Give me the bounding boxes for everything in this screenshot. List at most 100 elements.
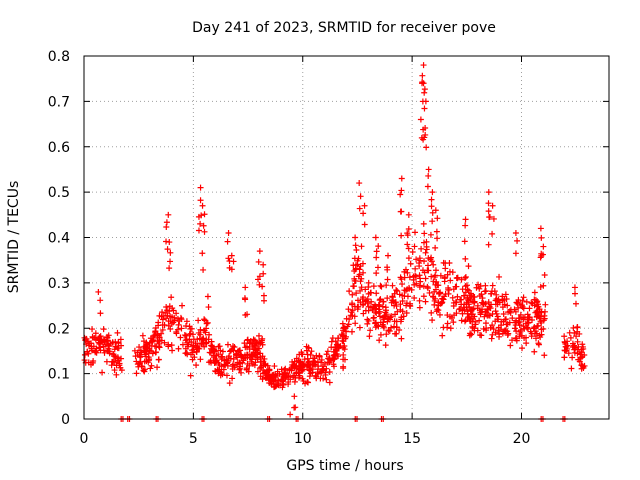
data-point [561, 339, 568, 346]
data-point [429, 317, 436, 324]
data-point [188, 325, 195, 332]
data-point [496, 299, 503, 306]
data-point [343, 328, 350, 335]
data-point [462, 216, 469, 223]
data-point [421, 105, 428, 112]
data-point [578, 362, 585, 369]
data-point [248, 358, 255, 365]
data-point [383, 282, 390, 289]
data-point [561, 333, 568, 340]
data-point [353, 290, 360, 297]
data-point [112, 338, 119, 345]
chart-title: Day 241 of 2023, SRMTID for receiver pov… [192, 20, 496, 36]
data-point [476, 317, 483, 324]
data-point [264, 362, 271, 369]
data-point [137, 354, 144, 361]
data-point [377, 331, 384, 338]
data-point [158, 313, 165, 320]
data-point [218, 354, 225, 361]
data-point [422, 249, 429, 256]
data-point [114, 329, 121, 336]
data-point [412, 229, 419, 236]
data-point [340, 332, 347, 339]
data-point [567, 334, 574, 341]
data-point [490, 215, 497, 222]
data-point [225, 255, 232, 262]
data-point [279, 380, 286, 387]
data-point [99, 369, 106, 376]
axis-ticks: 0 0.1 0.2 0.3 0.4 0.5 0.6 0.7 0.8 0 5 10 15 20 [48, 49, 609, 447]
data-point [498, 318, 505, 325]
data-point [375, 323, 382, 330]
data-point [189, 349, 196, 356]
data-point [430, 278, 437, 285]
x-tick-label: 20 [513, 431, 531, 447]
data-point [392, 299, 399, 306]
data-point [233, 352, 240, 359]
data-point [352, 320, 359, 327]
y-axis-label: SRMTID / TECUs [6, 181, 22, 294]
data-point [229, 363, 236, 370]
data-point [134, 349, 141, 356]
data-series-srmtid [81, 62, 588, 422]
data-point [533, 335, 540, 342]
data-point [190, 343, 197, 350]
data-point [492, 308, 499, 315]
data-point [97, 310, 104, 317]
data-point [540, 317, 547, 324]
data-point [242, 284, 249, 291]
data-point [468, 331, 475, 338]
data-point [255, 338, 262, 345]
data-point [113, 371, 120, 378]
data-point [533, 330, 540, 337]
data-point [405, 226, 412, 233]
data-point [578, 349, 585, 356]
data-point [517, 328, 524, 335]
data-point [270, 371, 277, 378]
data-point [489, 282, 496, 289]
data-point [404, 241, 411, 248]
data-point [244, 360, 251, 367]
data-point [520, 294, 527, 301]
data-point [169, 347, 176, 354]
data-point [405, 255, 412, 262]
data-point [391, 302, 398, 309]
data-point [424, 262, 431, 269]
data-point [522, 320, 529, 327]
data-point [496, 273, 503, 280]
data-point [280, 381, 287, 388]
data-point [92, 349, 99, 356]
data-point [428, 258, 435, 265]
data-point [411, 243, 418, 250]
data-point [440, 296, 447, 303]
x-tick-label: 5 [189, 431, 198, 447]
data-point [152, 328, 159, 335]
data-point [335, 342, 342, 349]
data-point [502, 291, 509, 298]
data-point [373, 248, 380, 255]
data-point [165, 211, 172, 218]
data-point [96, 334, 103, 341]
data-point [521, 335, 528, 342]
data-point [356, 266, 363, 273]
data-point [225, 229, 232, 236]
data-point [432, 207, 439, 214]
data-point [340, 325, 347, 332]
data-point [401, 274, 408, 281]
data-point [216, 366, 223, 373]
data-point [323, 376, 330, 383]
data-point [315, 363, 322, 370]
x-tick-label: 10 [294, 431, 312, 447]
data-point [244, 337, 251, 344]
data-point [447, 325, 454, 332]
data-point [164, 307, 171, 314]
data-point [459, 310, 466, 317]
data-point [541, 352, 548, 359]
data-point [290, 362, 297, 369]
y-tick-label: 0.7 [48, 94, 70, 110]
data-point [138, 363, 145, 370]
data-point [368, 298, 375, 305]
data-point [193, 362, 200, 369]
data-point [379, 303, 386, 310]
data-point [140, 343, 147, 350]
